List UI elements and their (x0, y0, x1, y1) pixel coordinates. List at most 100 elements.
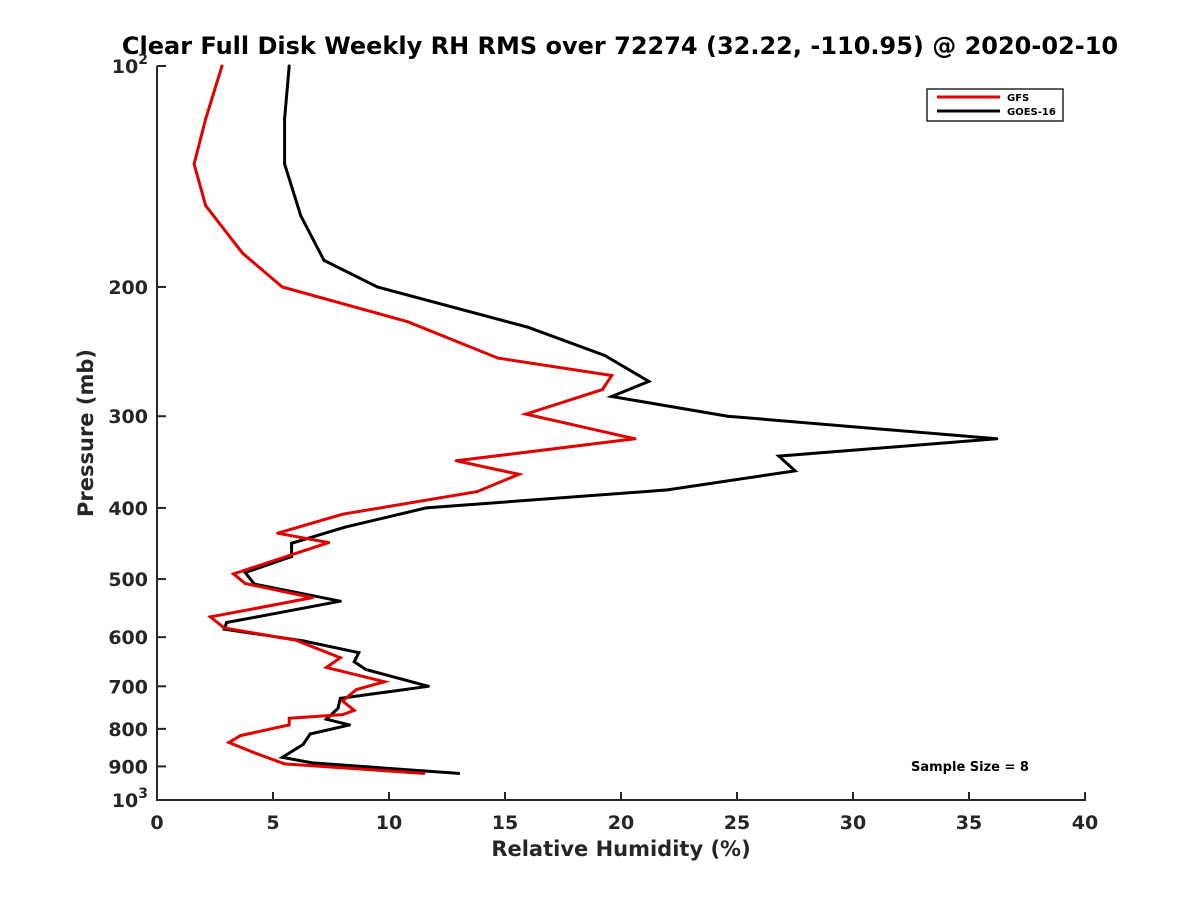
data-point-gfs (276, 531, 280, 535)
data-point-gfs (341, 713, 345, 717)
data-point-gfs (204, 117, 208, 121)
x-tick-label: 25 (724, 812, 750, 834)
data-point-gfs (610, 374, 614, 377)
data-point-gfs (287, 723, 291, 727)
x-tick-label: 15 (492, 812, 518, 834)
data-point-gfs (341, 512, 345, 516)
data-point-gfs (382, 680, 386, 684)
data-point-gfs (220, 64, 224, 68)
series-line-gfs (192, 65, 636, 775)
y-tick-label: 700 (108, 676, 148, 698)
data-point-goes16 (726, 414, 730, 418)
y-tick-label: 300 (108, 406, 148, 428)
x-tick-label: 35 (956, 812, 982, 834)
data-point-goes16 (426, 684, 430, 688)
legend: GFS GOES-16 (926, 88, 1064, 122)
x-tick-label: 30 (840, 812, 866, 834)
y-tick-label: 500 (108, 569, 148, 591)
y-axis-label: Pressure (mb) (74, 349, 98, 517)
data-point-goes16 (348, 723, 352, 727)
data-point-goes16 (526, 325, 530, 329)
data-point-gfs (524, 412, 528, 416)
data-point-gfs (227, 741, 231, 744)
data-point-goes16 (225, 621, 229, 624)
data-point-goes16 (280, 755, 284, 759)
data-point-goes16 (665, 488, 669, 492)
data-point-goes16 (264, 613, 268, 617)
y-tick-label: 400 (108, 498, 148, 520)
data-point-gfs (241, 251, 245, 255)
data-point-goes16 (424, 506, 428, 510)
data-point-goes16 (343, 525, 347, 529)
data-point-goes16 (301, 742, 305, 746)
data-point-gfs (475, 490, 479, 494)
data-point-goes16 (364, 668, 368, 671)
data-point-goes16 (777, 454, 781, 458)
x-tick-label: 20 (608, 812, 634, 834)
data-point-goes16 (338, 599, 342, 603)
x-tick-label: 0 (150, 812, 163, 834)
data-point-gfs (355, 688, 358, 691)
data-point-gfs (236, 610, 240, 614)
data-point-gfs (294, 638, 298, 642)
series-layer (192, 64, 999, 775)
series-line-goes16 (222, 65, 997, 775)
y-tick-label: 900 (108, 756, 148, 778)
data-point-goes16 (603, 354, 607, 357)
series-gfs (192, 64, 637, 775)
data-point-goes16 (290, 541, 294, 545)
data-point-gfs (243, 582, 247, 585)
data-point-goes16 (324, 717, 328, 721)
data-point-gfs (239, 734, 242, 738)
data-point-gfs (454, 459, 458, 463)
data-point-gfs (338, 656, 342, 660)
data-point-goes16 (610, 395, 614, 398)
chart-title: Clear Full Disk Weekly RH RMS over 72274… (122, 32, 1118, 60)
data-point-goes16 (352, 660, 356, 664)
data-point-goes16 (283, 162, 287, 166)
sample-size-annotation: Sample Size = 8 (911, 760, 1029, 775)
data-point-gfs (232, 572, 236, 576)
data-point-gfs (250, 750, 254, 754)
data-point-gfs (283, 762, 287, 766)
data-point-gfs (406, 320, 410, 324)
series-goes16 (222, 64, 999, 775)
data-point-goes16 (995, 437, 999, 441)
legend-label-gfs: GFS (1007, 93, 1029, 104)
data-point-gfs (192, 162, 196, 166)
data-point-goes16 (357, 651, 361, 655)
y-tick-label: 800 (108, 719, 148, 741)
x-axis-ticks: 0 5 10 15 20 25 30 35 40 (150, 792, 1098, 834)
data-point-gfs (496, 356, 500, 360)
data-point-gfs (352, 708, 356, 712)
legend-label-goes16: GOES-16 (1007, 107, 1056, 118)
y-axis-ticks: 102 200 300 400 500 600 700 800 900 103 (108, 52, 166, 812)
data-point-gfs (222, 626, 226, 630)
data-point-goes16 (647, 379, 651, 383)
data-point-goes16 (308, 732, 312, 736)
data-point-gfs (517, 472, 521, 476)
y-tick-label: 200 (108, 277, 148, 299)
y-tick-label: 102 (112, 52, 148, 78)
data-point-goes16 (310, 761, 314, 765)
data-point-goes16 (287, 64, 291, 68)
data-point-goes16 (299, 214, 303, 218)
data-point-gfs (600, 388, 604, 392)
data-point-gfs (208, 615, 212, 619)
x-tick-label: 10 (376, 812, 402, 834)
data-point-goes16 (457, 771, 461, 775)
x-tick-label: 40 (1072, 812, 1098, 834)
x-tick-label: 5 (266, 812, 279, 834)
y-tick-label: 103 (112, 786, 148, 812)
data-point-gfs (310, 596, 314, 600)
data-point-goes16 (375, 285, 379, 289)
data-point-goes16 (336, 706, 340, 710)
data-point-gfs (327, 541, 331, 545)
data-point-goes16 (338, 696, 342, 700)
data-point-gfs (633, 437, 637, 441)
data-point-goes16 (322, 258, 326, 262)
legend-box (926, 88, 1064, 122)
data-point-gfs (280, 285, 284, 289)
y-tick-label: 600 (108, 627, 148, 649)
